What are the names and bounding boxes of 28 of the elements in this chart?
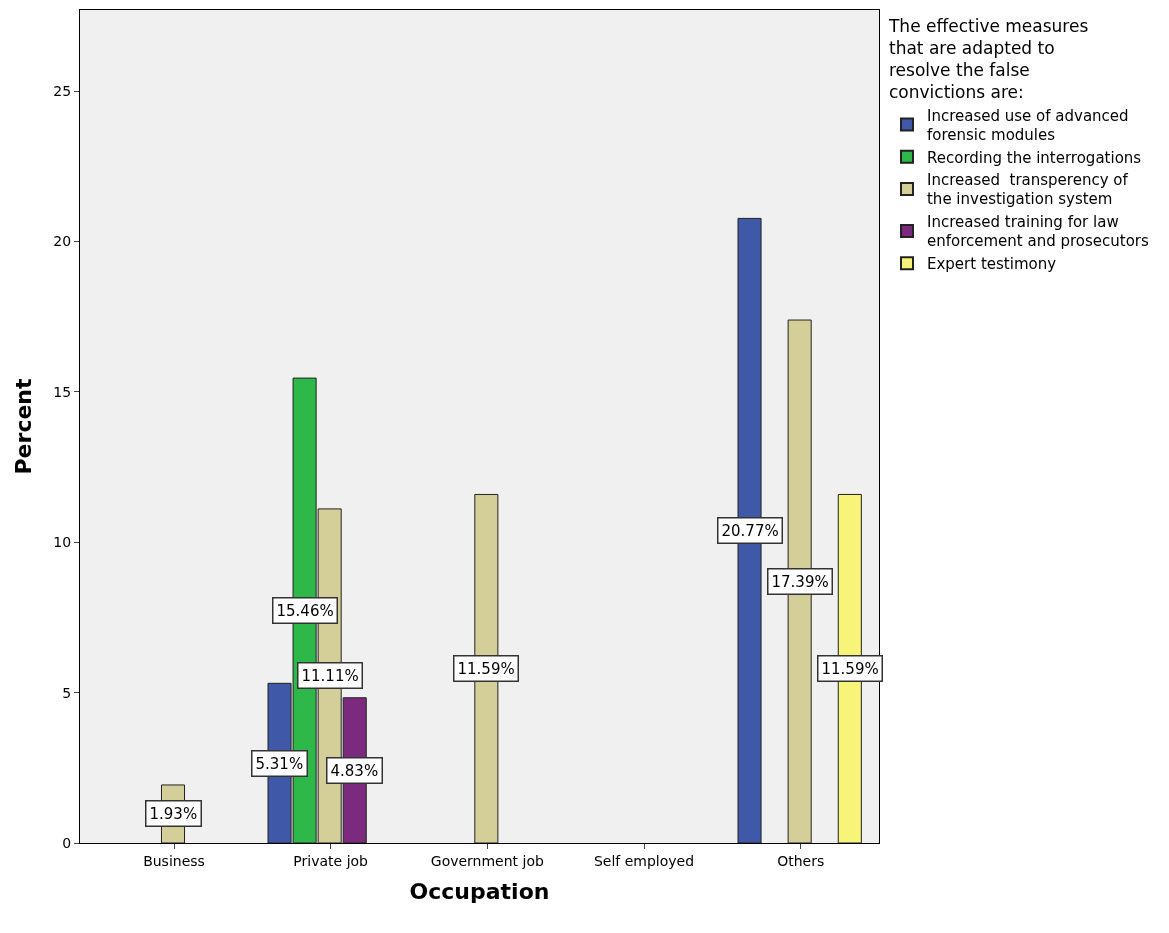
y-tick-label: 10: [53, 534, 72, 551]
y-axis-title: Percent: [11, 378, 37, 475]
legend-label: Increased use of advanced forensic modules: [926, 106, 1129, 144]
data-label: 1.93%: [149, 804, 198, 823]
legend-label: Expert testimony: [926, 255, 1057, 273]
x-axis-title: Occupation: [409, 878, 550, 904]
y-tick-label: 5: [62, 684, 72, 701]
data-label: 11.11%: [301, 666, 359, 685]
data-label: 11.59%: [821, 659, 879, 678]
legend-label: Increased transperency of the investigation system: [926, 171, 1129, 209]
legend-title: The effective measures that are adapted to resolve the false convictions are:: [887, 16, 1089, 103]
legend-label: Recording the interrogations: [926, 148, 1142, 167]
x-tick-label: Government job: [430, 852, 544, 869]
y-tick-label: 25: [53, 83, 72, 100]
x-tick-label: Private job: [293, 852, 369, 869]
y-tick-label: 15: [53, 383, 72, 400]
data-label: 20.77%: [721, 521, 779, 540]
data-label: 17.39%: [771, 572, 829, 591]
data-label: 4.83%: [330, 761, 379, 780]
y-tick-label: 0: [62, 834, 72, 851]
x-tick-label: Self employed: [593, 852, 695, 869]
x-tick-label: Others: [777, 852, 825, 869]
data-label: 15.46%: [276, 601, 334, 620]
legend-label: Increased training for law enforcement and prosecutors: [926, 213, 1150, 251]
data-label: 11.59%: [457, 659, 515, 678]
data-label: 5.31%: [255, 754, 304, 773]
x-tick-label: Business: [143, 852, 205, 869]
y-tick-label: 20: [53, 233, 72, 250]
